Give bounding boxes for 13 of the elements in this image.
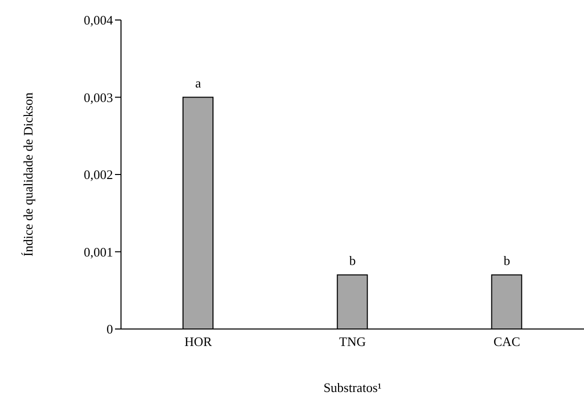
y-tick-label: 0,001 (84, 244, 113, 260)
x-tick-label: CAC (493, 334, 520, 350)
y-tick-label: 0 (106, 322, 113, 337)
annotation: b (504, 252, 510, 268)
x-tick-label: TNG (339, 334, 366, 350)
x-tick-label: HOR (184, 334, 212, 350)
y-tick-label: 0,003 (84, 90, 113, 105)
y-tick-label: 0,002 (84, 167, 113, 182)
annotation: b (349, 252, 356, 268)
x-axis-title: Substratos¹ (323, 380, 382, 395)
y-tick-label: 0,004 (84, 12, 114, 28)
y-axis-title: Índice de qualidade de Dickson (20, 92, 36, 256)
annotation: a (195, 75, 202, 90)
